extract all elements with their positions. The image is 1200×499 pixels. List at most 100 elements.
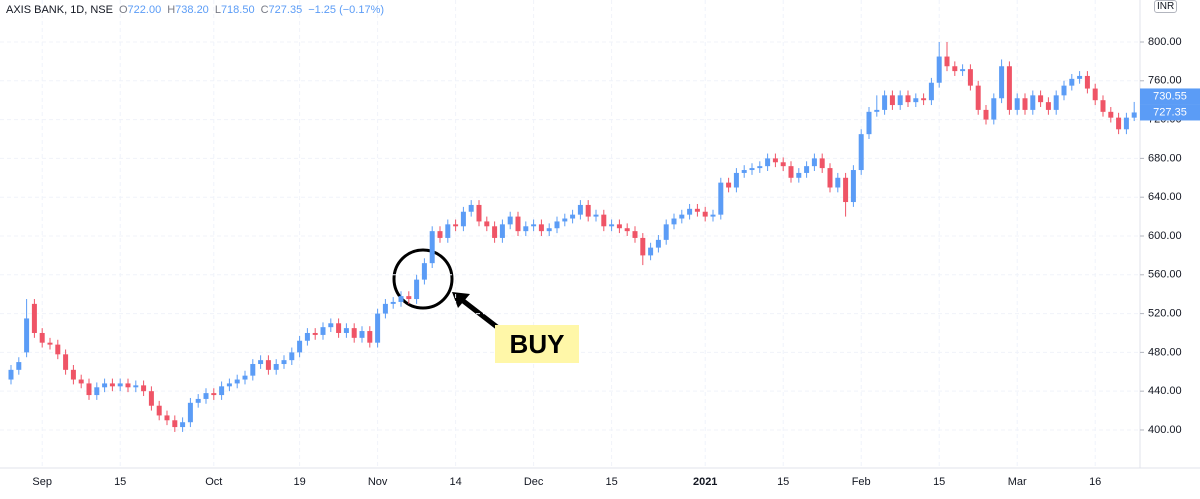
candle-body (991, 98, 997, 120)
candle-body (102, 383, 108, 388)
candle-body (109, 383, 115, 387)
candle-body (905, 95, 911, 103)
candle-body (710, 214, 716, 217)
candle-body (414, 279, 420, 300)
candle-body (616, 224, 622, 229)
legend-value: 722.00 (127, 4, 162, 16)
candle-body (921, 98, 927, 101)
price-label: 730.55 (1153, 90, 1187, 102)
candle-body (515, 216, 521, 232)
candle-body (757, 166, 763, 169)
candle-body (195, 398, 201, 403)
candle-body (304, 332, 310, 341)
legend-value: 727.35 (268, 4, 303, 16)
candle-body (1014, 98, 1020, 110)
candle-body (843, 177, 849, 203)
candle-body (679, 214, 685, 219)
candle-body (141, 385, 147, 392)
candle-body (554, 221, 560, 229)
candle-body (343, 328, 349, 333)
price-label-box (1140, 104, 1200, 121)
x-tick-label: 15 (605, 476, 617, 488)
candle-body (16, 362, 22, 370)
candle-body (133, 385, 139, 388)
candle-body (476, 204, 482, 222)
candle-body (577, 204, 583, 215)
candle-body (1131, 112, 1137, 118)
y-tick-label: 640.00 (1148, 191, 1182, 203)
candle-body (499, 224, 505, 238)
y-tick-label: 440.00 (1148, 385, 1182, 397)
candle-body (382, 303, 388, 314)
candle-body (983, 109, 989, 120)
candle-body (687, 208, 693, 215)
candle-body (765, 158, 771, 167)
candle-body (117, 383, 123, 387)
candle-body (772, 158, 778, 163)
candle-body (562, 218, 568, 222)
candle-body (398, 296, 404, 302)
candle-body (453, 224, 459, 227)
candle-body (780, 162, 786, 167)
candle-body (1100, 100, 1106, 112)
candle-body (187, 402, 193, 423)
x-tick-label: 15 (114, 476, 126, 488)
annotation: BUY (495, 325, 579, 363)
legend-value: 738.20 (175, 4, 209, 16)
x-tick-label: Feb (852, 476, 871, 488)
y-tick-label: 760.00 (1148, 75, 1182, 87)
candle-body (882, 95, 888, 110)
candle-body (1006, 66, 1012, 110)
candle-body (1123, 117, 1129, 130)
candle-body (468, 204, 474, 212)
y-tick-label: 520.00 (1148, 307, 1182, 319)
candle-body (234, 379, 240, 384)
candle-body (718, 182, 724, 215)
candle-body (952, 66, 958, 72)
y-tick-label: 680.00 (1148, 152, 1182, 164)
candle-body (889, 95, 895, 106)
candle-body (148, 391, 154, 406)
candle-body (726, 182, 732, 188)
x-tick-label: Nov (368, 476, 388, 488)
candle-body (437, 231, 443, 238)
buy-circle (392, 248, 454, 310)
legend-key: O (118, 4, 128, 16)
y-tick-label: 600.00 (1148, 230, 1182, 242)
candle-body (484, 221, 490, 227)
candle-body (944, 56, 950, 67)
candle-body (913, 98, 919, 103)
candle-body (523, 226, 529, 232)
candle-body (164, 415, 170, 421)
candle-body (936, 56, 942, 83)
candle-body (445, 224, 451, 238)
candle-body (281, 360, 287, 365)
x-tick-label: Oct (205, 476, 222, 488)
x-tick-label: Dec (524, 476, 544, 488)
candle-body (749, 168, 755, 171)
candle-body (336, 323, 342, 333)
x-tick-label: 15 (777, 476, 789, 488)
candle-body (1108, 111, 1114, 118)
candle-body (359, 331, 365, 338)
y-tick-label: 800.00 (1148, 36, 1182, 48)
candle-body (351, 328, 357, 338)
candle-body (975, 85, 981, 110)
candle-body (874, 109, 880, 112)
candle-body (328, 323, 334, 328)
candle-body (897, 95, 903, 106)
candle-body (421, 263, 427, 280)
candle-body (827, 168, 833, 188)
candle-body (967, 69, 973, 86)
candle-body (1061, 85, 1067, 96)
candle-body (811, 158, 817, 167)
candle-body (702, 211, 708, 217)
candle-body (507, 216, 513, 225)
x-tick-label: 14 (449, 476, 461, 488)
candle-body (585, 204, 591, 217)
candle-body (460, 211, 466, 227)
candle-body (866, 111, 872, 135)
candle-body (226, 383, 232, 387)
currency[interactable]: INR (1154, 0, 1178, 13)
